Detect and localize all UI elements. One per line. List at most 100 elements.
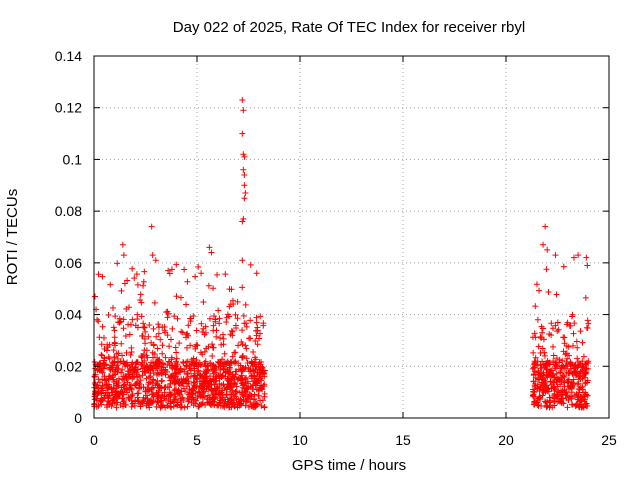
data-point xyxy=(530,378,537,385)
data-point xyxy=(104,344,111,351)
data-point xyxy=(583,359,590,366)
data-point xyxy=(550,383,557,390)
data-point xyxy=(554,376,561,383)
data-point xyxy=(537,394,544,401)
data-point xyxy=(101,345,108,352)
data-point xyxy=(167,380,174,387)
data-point xyxy=(552,361,559,368)
data-point xyxy=(106,392,113,399)
data-point xyxy=(570,363,577,370)
data-point xyxy=(561,389,568,396)
data-point xyxy=(176,388,183,395)
data-point xyxy=(538,402,545,409)
data-point xyxy=(537,333,544,340)
data-point xyxy=(566,369,573,376)
data-point xyxy=(232,380,239,387)
data-point xyxy=(228,377,235,384)
data-point xyxy=(99,323,106,330)
data-point xyxy=(241,171,248,178)
data-point xyxy=(239,353,246,360)
data-point xyxy=(176,340,183,347)
data-point xyxy=(251,354,258,361)
data-point xyxy=(101,377,108,384)
data-point xyxy=(128,348,135,355)
data-point xyxy=(202,370,209,377)
data-point xyxy=(150,370,157,377)
data-point xyxy=(109,304,116,311)
data-point xyxy=(194,342,201,349)
data-point xyxy=(573,338,580,345)
data-point xyxy=(145,333,152,340)
data-point xyxy=(173,261,180,268)
data-point xyxy=(192,273,199,280)
data-point xyxy=(554,328,561,335)
data-point xyxy=(141,268,148,275)
data-point xyxy=(536,388,543,395)
data-point xyxy=(111,327,118,334)
data-point xyxy=(117,401,124,408)
data-point xyxy=(155,330,162,337)
x-tick-label: 25 xyxy=(601,432,617,448)
data-point xyxy=(140,351,147,358)
data-point xyxy=(538,323,545,330)
data-point xyxy=(174,389,181,396)
data-point xyxy=(565,396,572,403)
data-point xyxy=(243,388,250,395)
data-point xyxy=(250,396,257,403)
data-point xyxy=(156,383,163,390)
data-point xyxy=(103,402,110,409)
data-point xyxy=(231,374,238,381)
data-point xyxy=(256,373,263,380)
data-point xyxy=(204,362,211,369)
data-point xyxy=(224,367,231,374)
data-point xyxy=(541,352,548,359)
data-point xyxy=(137,361,144,368)
data-point xyxy=(171,386,178,393)
data-point xyxy=(151,351,158,358)
data-point xyxy=(201,348,208,355)
data-point xyxy=(134,359,141,366)
data-point xyxy=(240,215,247,222)
data-point xyxy=(98,351,105,358)
data-point xyxy=(212,318,219,325)
data-point xyxy=(191,379,198,386)
data-point xyxy=(584,262,591,269)
data-point xyxy=(134,366,141,373)
data-point xyxy=(534,316,541,323)
data-point xyxy=(232,349,239,356)
data-point xyxy=(185,391,192,398)
x-tick-label: 5 xyxy=(193,432,201,448)
data-point xyxy=(168,404,175,411)
data-point xyxy=(224,311,231,318)
data-point xyxy=(111,354,118,361)
data-point xyxy=(149,252,156,259)
data-point xyxy=(239,130,246,137)
data-point xyxy=(148,385,155,392)
data-point xyxy=(120,359,127,366)
data-point xyxy=(107,281,114,288)
data-point xyxy=(210,375,217,382)
data-point xyxy=(109,374,116,381)
data-point xyxy=(210,285,217,292)
data-point xyxy=(98,389,105,396)
data-point xyxy=(166,343,173,350)
data-point xyxy=(563,342,570,349)
data-point xyxy=(581,393,588,400)
data-point xyxy=(153,403,160,410)
data-point xyxy=(137,297,144,304)
data-point xyxy=(104,384,111,391)
data-point xyxy=(139,368,146,375)
data-point xyxy=(550,358,557,365)
data-point xyxy=(95,318,102,325)
data-point xyxy=(226,364,233,371)
data-point xyxy=(210,399,217,406)
data-point xyxy=(542,388,549,395)
data-point xyxy=(542,398,549,405)
data-point xyxy=(261,381,268,388)
data-point xyxy=(181,266,188,273)
data-point xyxy=(256,330,263,337)
data-point xyxy=(96,334,103,341)
data-point xyxy=(579,358,586,365)
data-point xyxy=(167,336,174,343)
data-point xyxy=(196,372,203,378)
